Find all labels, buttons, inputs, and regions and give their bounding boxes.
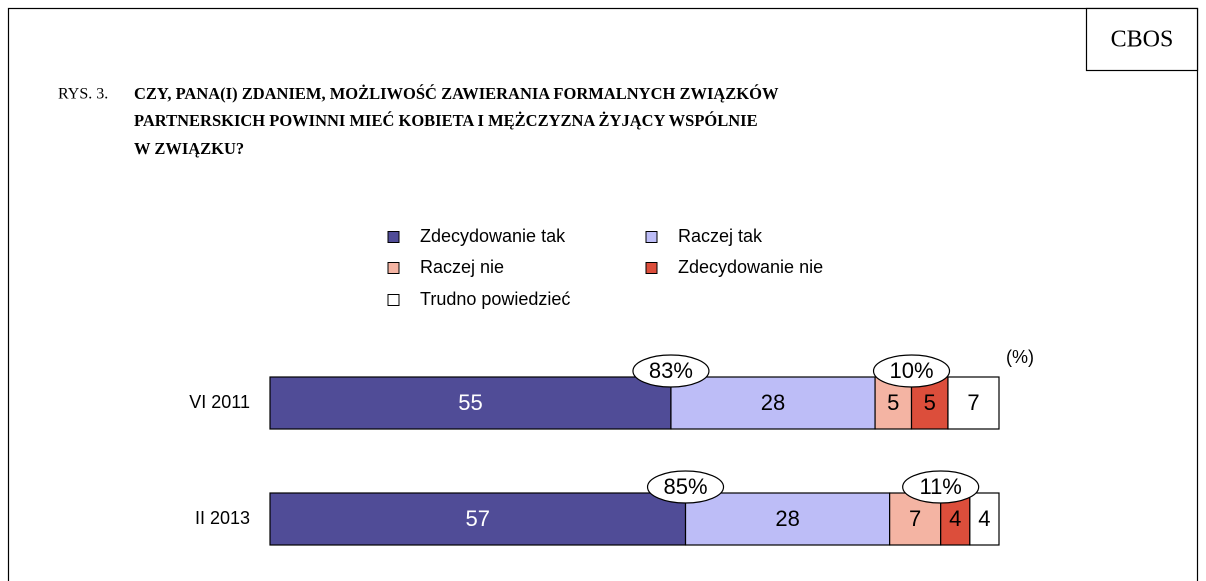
- value-label: 5: [887, 390, 899, 415]
- annotation-bubble: [902, 470, 980, 504]
- value-label: 55: [458, 390, 482, 415]
- value-label: 28: [775, 506, 799, 531]
- category-label: VI 2011: [189, 392, 250, 412]
- legend-label: Trudno powiedzieć: [420, 289, 570, 309]
- category-label: II 2013: [195, 508, 250, 528]
- legend-swatch: [387, 231, 400, 243]
- legend-label: Zdecydowanie nie: [678, 257, 823, 277]
- brand: CBOS: [1111, 27, 1174, 53]
- title-line: PARTNERSKICH POWINNI MIEĆ KOBIETA I MĘŻC…: [134, 111, 758, 130]
- title-line: W ZWIĄZKU?: [134, 139, 244, 158]
- brand-box: [1085, 7, 1199, 72]
- legend-label: Raczej nie: [420, 257, 504, 277]
- value-label: 4: [978, 506, 990, 531]
- legend-label: Raczej tak: [678, 226, 763, 246]
- bar-segment: [269, 376, 672, 430]
- value-label: 5: [924, 390, 936, 415]
- annotation-bubble: [632, 354, 710, 388]
- legend-label: Zdecydowanie tak: [420, 226, 566, 246]
- bar-segment: [947, 376, 1000, 430]
- annotation: 83%: [649, 358, 693, 383]
- value-label: 57: [466, 506, 490, 531]
- unit-label: (%): [1006, 347, 1034, 367]
- frame: [7, 7, 1199, 581]
- legend-swatch: [387, 294, 400, 306]
- annotation-bubble: [872, 354, 951, 388]
- annotation: 10%: [889, 358, 933, 383]
- value-label: 4: [949, 506, 961, 531]
- bar-segment: [670, 376, 876, 430]
- annotation: 11%: [919, 474, 961, 499]
- bar-segment: [969, 492, 1000, 546]
- title-line: CZY, PANA(I) ZDANIEM, MOŻLIWOŚĆ ZAWIERAN…: [134, 84, 779, 103]
- legend-swatch: [645, 231, 658, 243]
- legend-swatch: [387, 262, 400, 274]
- value-label: 7: [909, 506, 921, 531]
- annotation: 85%: [664, 474, 708, 499]
- value-label: 7: [967, 390, 979, 415]
- figure-label: RYS. 3.: [58, 86, 108, 103]
- legend-swatch: [645, 262, 658, 274]
- annotation-bubble: [646, 470, 725, 504]
- value-label: 28: [761, 390, 785, 415]
